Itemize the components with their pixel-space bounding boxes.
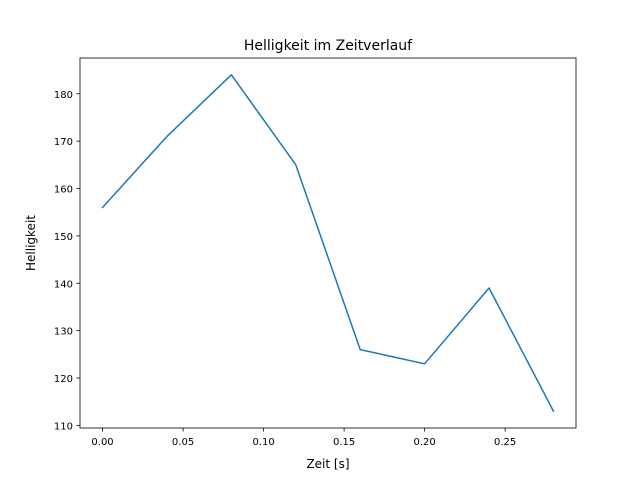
- y-tick-label: 130: [54, 327, 73, 338]
- y-tick-label: 120: [54, 374, 73, 385]
- y-tick-label: 150: [54, 232, 73, 243]
- x-tick-label: 0.10: [252, 437, 274, 448]
- x-tick-label: 0.20: [413, 437, 435, 448]
- y-tick-label: 140: [54, 279, 73, 290]
- y-axis-label: Helligkeit: [24, 215, 38, 271]
- x-tick-label: 0.15: [333, 437, 355, 448]
- y-tick-label: 160: [54, 185, 73, 196]
- x-tick-label: 0.00: [91, 437, 113, 448]
- y-axis-ticks: 110 120 130 140 150 160 170 180: [54, 90, 80, 433]
- x-tick-label: 0.05: [172, 437, 194, 448]
- x-axis-ticks: 0.00 0.05 0.10 0.15 0.20 0.25: [91, 428, 516, 448]
- y-tick-label: 110: [54, 421, 73, 432]
- y-tick-label: 180: [54, 90, 73, 101]
- plot-area: [80, 58, 576, 428]
- y-tick-label: 170: [54, 137, 73, 148]
- x-axis-label: Zeit [s]: [306, 457, 349, 471]
- chart-title: Helligkeit im Zeitverlauf: [244, 38, 413, 54]
- x-tick-label: 0.25: [494, 437, 516, 448]
